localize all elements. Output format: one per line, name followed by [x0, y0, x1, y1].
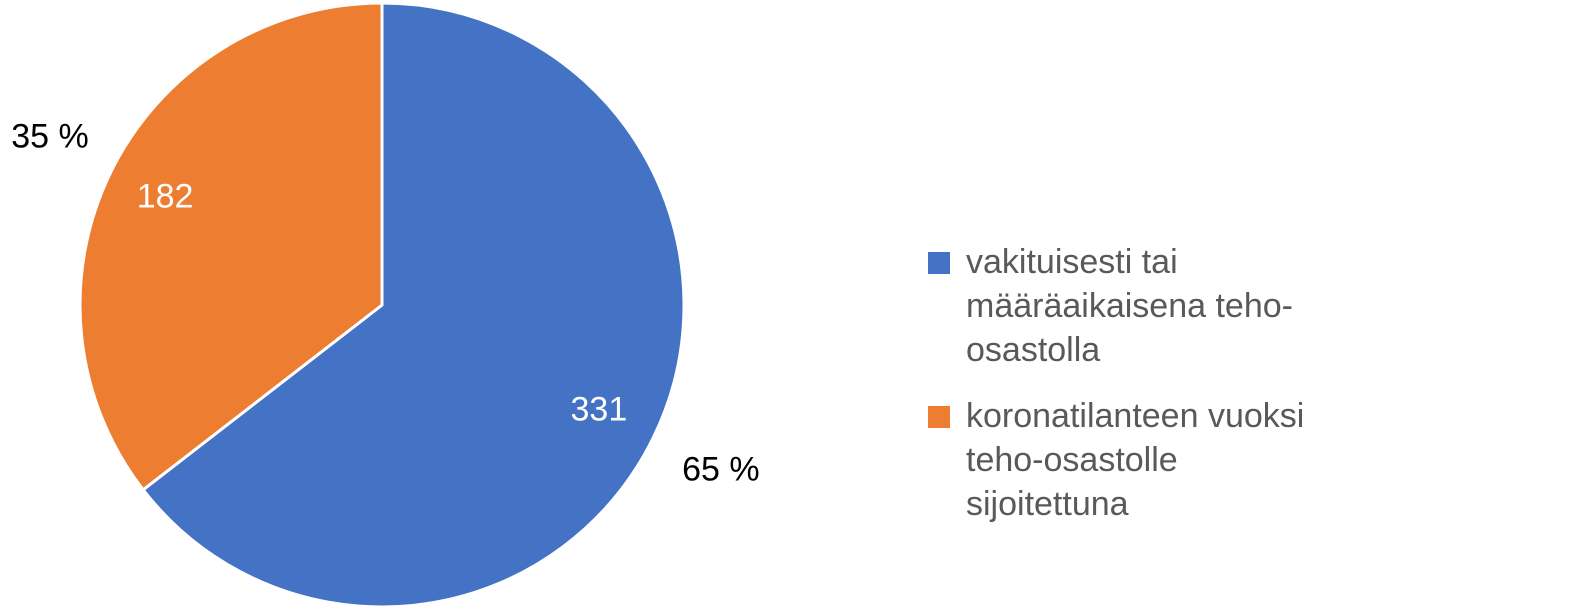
- pie-slice: [78, 1, 384, 492]
- legend-label: vakituisesti tai määräaikaisena teho-osa…: [966, 243, 1293, 369]
- percentage-label: 35 %: [11, 118, 89, 156]
- legend-swatch: [928, 406, 950, 428]
- percentage-label: 65 %: [682, 450, 760, 488]
- pie-slice: [141, 1, 686, 609]
- legend-swatch: [928, 252, 950, 274]
- slice-value-label: 331: [571, 390, 628, 428]
- legend: vakituisesti tai määräaikaisena teho-osa…: [928, 240, 1318, 548]
- legend-label: koronatilanteen vuoksi teho-osastolle si…: [966, 397, 1305, 523]
- legend-item: vakituisesti tai määräaikaisena teho-osa…: [928, 240, 1318, 372]
- legend-item: koronatilanteen vuoksi teho-osastolle si…: [928, 394, 1318, 526]
- slice-value-label: 182: [137, 178, 194, 216]
